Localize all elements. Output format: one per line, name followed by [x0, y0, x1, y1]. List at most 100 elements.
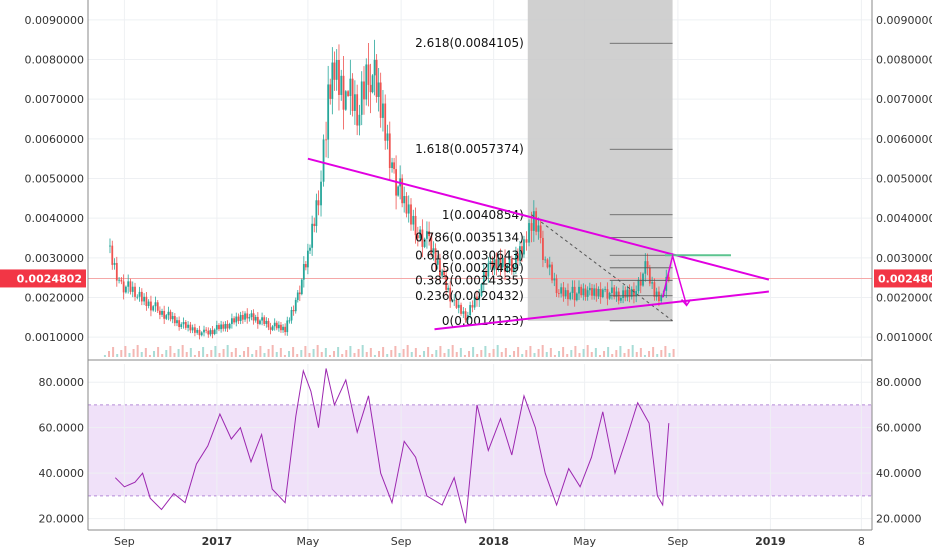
candle-body — [624, 290, 627, 298]
candle-body — [313, 223, 316, 227]
candle-body — [493, 259, 496, 271]
candle-body — [169, 311, 172, 320]
volume-bar — [537, 349, 540, 357]
volume-bar — [459, 348, 462, 357]
candle-body — [439, 260, 441, 276]
candle-body — [451, 300, 454, 302]
candle-body — [184, 321, 187, 328]
candle-body — [514, 253, 517, 268]
volume-bar — [181, 345, 184, 357]
volume-bar — [488, 353, 491, 357]
volume-bar — [308, 353, 311, 357]
volume-bar — [455, 352, 458, 357]
candle-body — [300, 279, 303, 295]
candle-body — [476, 296, 478, 301]
candle-body — [582, 288, 585, 296]
candle-body — [539, 225, 542, 238]
candle-body — [485, 271, 487, 277]
price-ytick-right: 0.0050000 — [876, 173, 932, 186]
candle-body — [639, 279, 642, 286]
volume-bar — [279, 348, 282, 357]
volume-bar — [406, 345, 409, 357]
candle-body — [200, 332, 203, 336]
candle-body — [377, 82, 380, 97]
candle-body — [331, 62, 334, 99]
volume-bar — [566, 354, 569, 357]
candle-body — [282, 326, 284, 331]
candle-body — [371, 75, 374, 93]
rsi-ytick-right: 20.0000 — [876, 513, 922, 526]
volume-bar — [492, 349, 495, 357]
last-price-badge-left — [0, 269, 86, 288]
candle-body — [382, 103, 384, 118]
candle-body — [487, 263, 490, 277]
candle-body — [360, 81, 363, 115]
volume-bar — [672, 349, 675, 357]
candle-body — [569, 292, 572, 300]
fib-level-label: 0.5(0.0027489) — [430, 261, 523, 275]
candle-body — [189, 324, 192, 331]
volume-bar — [202, 347, 205, 357]
candle-body — [469, 305, 472, 316]
candle-body — [127, 281, 130, 287]
candle-body — [209, 330, 212, 335]
volume-bar — [398, 353, 401, 357]
volume-bar — [558, 351, 561, 357]
rsi-ytick-left: 20.0000 — [39, 513, 85, 526]
candle-body — [207, 330, 210, 335]
candle-body — [542, 237, 544, 261]
volume-bar — [435, 350, 438, 357]
candle-body — [546, 259, 549, 268]
candle-body — [288, 320, 291, 322]
volume-bar — [656, 354, 659, 357]
candle-body — [445, 275, 448, 290]
volume-bar — [529, 346, 532, 357]
price-ytick-left: 0.0070000 — [25, 93, 85, 106]
candle-body — [604, 288, 607, 290]
candle-body — [626, 289, 629, 298]
candle-body — [478, 295, 481, 301]
rsi-ytick-left: 80.0000 — [39, 376, 85, 389]
candle-body — [309, 247, 311, 251]
candle-body — [290, 310, 293, 321]
candle-body — [246, 313, 249, 319]
candle-body — [218, 325, 220, 330]
volume-bar — [648, 351, 651, 357]
candle-body — [267, 320, 270, 328]
candle-body — [129, 281, 132, 292]
candle-body — [320, 181, 322, 206]
candle-body — [658, 291, 660, 302]
candle-body — [405, 196, 408, 214]
candle-body — [228, 323, 231, 329]
volume-bar — [328, 355, 331, 357]
candle-body — [111, 245, 114, 265]
candle-body — [412, 215, 415, 225]
candle-body — [250, 313, 253, 318]
candle-body — [557, 293, 560, 294]
candle-body — [241, 314, 244, 320]
price-ytick-right: 0.0010000 — [876, 331, 932, 344]
candle-body — [595, 288, 598, 297]
candle-body — [464, 311, 467, 320]
price-ytick-left: 0.0090000 — [25, 14, 85, 27]
candle-body — [254, 316, 257, 321]
candle-body — [311, 223, 314, 248]
volume-bar — [124, 346, 127, 357]
candle-body — [530, 223, 533, 231]
candle-body — [284, 326, 287, 333]
candle-body — [599, 288, 602, 298]
volume-bar — [222, 349, 225, 357]
candle-body — [275, 322, 278, 329]
candle-body — [344, 91, 347, 110]
candle-body — [292, 310, 295, 312]
volume-bar — [185, 352, 188, 357]
candle-body — [244, 313, 246, 320]
volume-bar — [120, 350, 123, 357]
candle-body — [560, 287, 563, 294]
candle-body — [449, 287, 452, 302]
candle-body — [535, 211, 538, 232]
candle-body — [508, 258, 511, 265]
fib-level-label: 0.618(0.0030643) — [415, 248, 524, 262]
candle-body — [593, 288, 596, 296]
volume-bar — [251, 354, 254, 357]
